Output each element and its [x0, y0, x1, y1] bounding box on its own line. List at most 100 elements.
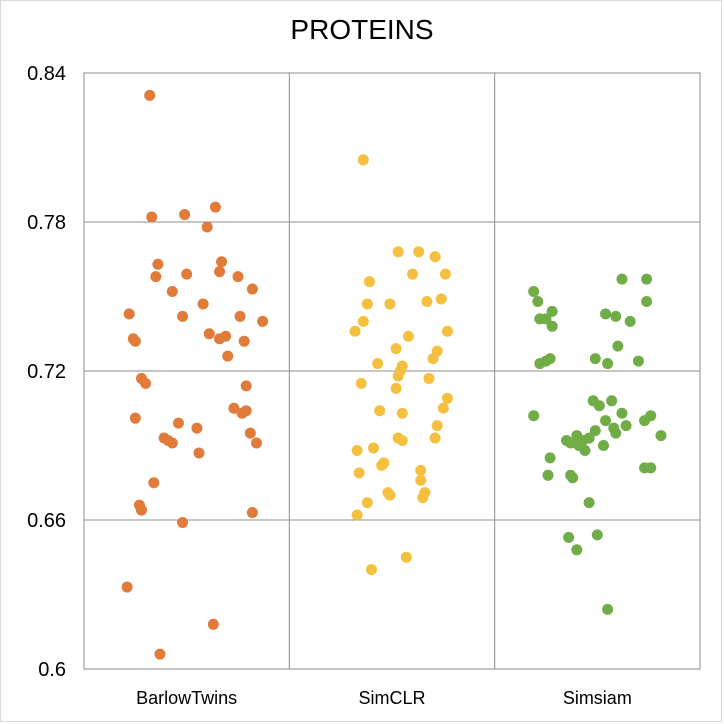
- data-point-barlowtwins: [140, 377, 152, 389]
- data-point-barlowtwins: [146, 211, 158, 223]
- data-point-simclr: [417, 492, 429, 504]
- data-point-barlowtwins: [172, 417, 184, 429]
- data-point-barlowtwins: [232, 271, 244, 283]
- data-point-simclr: [429, 432, 441, 444]
- data-point-simclr: [400, 551, 412, 563]
- x-category-label: SimCLR: [358, 688, 425, 708]
- data-point-barlowtwins: [203, 328, 215, 340]
- data-point-simsiam: [616, 407, 628, 419]
- data-point-simsiam: [616, 273, 628, 285]
- data-point-simsiam: [544, 452, 556, 464]
- data-point-barlowtwins: [191, 422, 203, 434]
- data-point-simclr: [415, 474, 427, 486]
- data-point-simclr: [427, 353, 439, 365]
- data-point-simclr: [407, 268, 419, 280]
- data-point-simclr: [415, 464, 427, 476]
- data-point-simsiam: [632, 355, 644, 367]
- data-point-barlowtwins: [177, 516, 189, 528]
- data-point-simsiam: [583, 432, 595, 444]
- y-tick-label: 0.72: [27, 361, 66, 383]
- data-point-simsiam: [641, 273, 653, 285]
- data-point-simclr: [435, 293, 447, 305]
- data-point-simclr: [374, 405, 386, 417]
- x-category-label: BarlowTwins: [136, 688, 237, 708]
- data-point-simsiam: [624, 315, 636, 327]
- data-point-simclr: [357, 315, 369, 327]
- data-point-barlowtwins: [148, 477, 160, 489]
- data-point-simsiam: [563, 531, 575, 543]
- data-point-barlowtwins: [197, 298, 209, 310]
- data-point-barlowtwins: [238, 335, 250, 347]
- y-tick-label: 0.78: [27, 212, 66, 234]
- grid: [83, 72, 701, 670]
- data-point-simsiam: [546, 320, 558, 332]
- data-point-barlowtwins: [179, 209, 191, 221]
- data-point-simsiam: [620, 420, 632, 432]
- data-point-simclr: [396, 407, 408, 419]
- data-point-barlowtwins: [135, 504, 147, 516]
- data-point-simsiam: [602, 358, 614, 370]
- data-point-barlowtwins: [207, 618, 219, 630]
- data-point-simsiam: [645, 410, 657, 422]
- data-point-simsiam: [606, 395, 618, 407]
- data-point-simsiam: [579, 444, 591, 456]
- data-point-barlowtwins: [123, 308, 135, 320]
- data-point-simclr: [392, 246, 404, 258]
- data-point-barlowtwins: [250, 437, 262, 449]
- data-point-simclr: [349, 325, 361, 337]
- data-point-simclr: [429, 251, 441, 263]
- data-point-simsiam: [528, 410, 540, 422]
- x-category-label: Simsiam: [563, 688, 632, 708]
- data-point-simsiam: [610, 427, 622, 439]
- data-point-simsiam: [540, 313, 552, 325]
- data-point-simsiam: [593, 400, 605, 412]
- data-point-barlowtwins: [234, 310, 246, 322]
- data-point-simclr: [392, 370, 404, 382]
- data-point-simclr: [423, 372, 435, 384]
- data-point-simsiam: [600, 308, 612, 320]
- data-point-barlowtwins: [154, 648, 166, 660]
- data-point-simsiam: [542, 469, 554, 481]
- data-point-barlowtwins: [246, 283, 258, 295]
- data-point-simclr: [365, 564, 377, 576]
- data-point-simsiam: [544, 353, 556, 365]
- data-point-barlowtwins: [209, 201, 221, 213]
- data-point-simclr: [376, 459, 388, 471]
- y-tick-label: 0.84: [27, 63, 66, 85]
- data-points: [121, 89, 667, 660]
- data-point-simclr: [361, 298, 373, 310]
- data-point-simsiam: [641, 295, 653, 307]
- data-point-simclr: [390, 343, 402, 355]
- data-point-barlowtwins: [246, 507, 258, 519]
- data-point-simclr: [372, 358, 384, 370]
- data-point-barlowtwins: [240, 380, 252, 392]
- data-point-simclr: [368, 442, 380, 454]
- x-axis-ticks: BarlowTwins SimCLR Simsiam: [136, 688, 632, 708]
- data-point-simsiam: [600, 415, 612, 427]
- data-point-barlowtwins: [216, 256, 228, 268]
- data-point-barlowtwins: [240, 405, 252, 417]
- data-point-simclr: [413, 246, 425, 258]
- data-point-simsiam: [597, 440, 609, 451]
- data-point-simsiam: [591, 529, 603, 541]
- data-point-simclr: [402, 330, 414, 342]
- data-point-barlowtwins: [220, 330, 232, 342]
- data-point-simsiam: [571, 544, 583, 556]
- data-point-simclr: [384, 298, 396, 310]
- data-point-simsiam: [589, 425, 601, 437]
- data-point-simsiam: [546, 305, 558, 317]
- data-point-simclr: [363, 276, 375, 288]
- data-point-barlowtwins: [129, 335, 141, 347]
- data-point-barlowtwins: [214, 266, 226, 278]
- data-point-simsiam: [645, 462, 657, 474]
- data-point-simclr: [396, 435, 408, 447]
- data-point-barlowtwins: [144, 89, 156, 101]
- data-point-simsiam: [655, 430, 667, 442]
- data-point-simclr: [390, 382, 402, 394]
- y-tick-label: 0.66: [27, 510, 66, 532]
- data-point-simclr: [421, 295, 433, 307]
- data-point-simclr: [441, 325, 453, 337]
- data-point-barlowtwins: [121, 581, 133, 593]
